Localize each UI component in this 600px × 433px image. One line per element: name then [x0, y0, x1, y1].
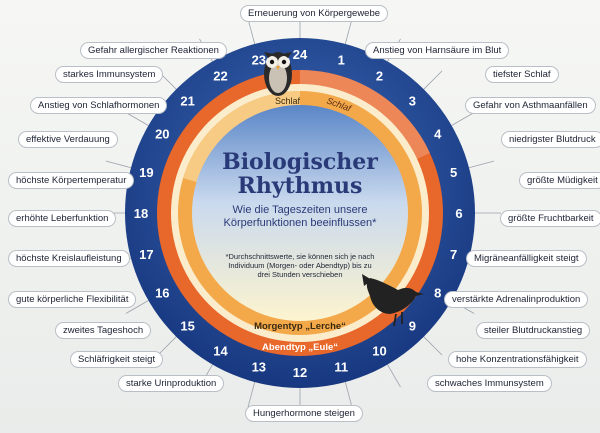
label-right-9: steiler Blutdruckanstieg	[476, 322, 591, 339]
center-disc	[192, 105, 408, 321]
label-left-10: starkes Immunsystem	[55, 66, 164, 83]
label-right-10: hohe Konzentrationsfähigkeit	[448, 351, 587, 368]
label-right-1: Anstieg von Harnsäure im Blut	[365, 42, 510, 59]
leader-line	[125, 300, 149, 314]
label-left-1: starke Urinproduktion	[118, 375, 225, 392]
leader-line	[125, 112, 149, 126]
hour-number-23: 23	[252, 52, 266, 67]
label-top: Erneuerung von Körpergewebe	[240, 5, 389, 22]
hour-number-8: 8	[434, 286, 441, 301]
label-right-5: größte Müdigkeit	[519, 172, 600, 189]
hour-number-12: 12	[293, 365, 307, 380]
leader-line	[247, 18, 256, 45]
hour-number-11: 11	[334, 360, 348, 375]
title-line-1: Biologischer	[222, 149, 378, 175]
label-right-11: schwaches Immunsystem	[427, 375, 552, 392]
hour-number-24: 24	[293, 47, 308, 62]
hour-number-22: 22	[213, 68, 227, 83]
label-bottom: Hungerhormone steigen	[245, 405, 363, 422]
hour-number-6: 6	[455, 206, 462, 221]
title-line-2: Rhythmus	[237, 173, 363, 199]
leader-line	[423, 70, 443, 90]
footnote: *Durchschnittswerte, sie können sich je …	[225, 252, 375, 279]
hour-number-20: 20	[155, 127, 169, 142]
leader-line	[387, 364, 401, 388]
leader-line	[247, 381, 256, 408]
hour-number-10: 10	[372, 344, 386, 359]
label-left-6: erhöhte Leberfunktion	[8, 210, 117, 227]
leader-line	[423, 336, 443, 356]
leader-line	[451, 112, 475, 126]
hour-number-9: 9	[409, 318, 416, 333]
evening-type-label: Abendtyp „Eule“	[262, 342, 338, 353]
hour-number-21: 21	[180, 94, 194, 109]
label-left-5: höchste Kreislaufleistung	[8, 250, 130, 267]
hour-number-14: 14	[213, 344, 228, 359]
label-right-2: tiefster Schlaf	[485, 66, 559, 83]
owl-icon	[264, 52, 292, 96]
hour-number-7: 7	[450, 247, 457, 262]
leader-line	[105, 160, 132, 169]
hour-number-16: 16	[155, 286, 169, 301]
label-right-8: verstärkte Adrenalinproduktion	[444, 291, 589, 308]
label-left-7: höchste Körpertemperatur	[8, 172, 135, 189]
lark-sleep-label: Schlaf	[275, 96, 301, 106]
bird-icon	[362, 274, 424, 327]
hour-number-19: 19	[139, 165, 153, 180]
label-left-4: gute körperliche Flexibilität	[8, 291, 137, 308]
hour-number-13: 13	[252, 360, 266, 375]
label-left-11: Gefahr allergischer Reaktionen	[80, 42, 227, 59]
label-left-9: Anstieg von Schlafhormonen	[30, 97, 168, 114]
morning-type-label: Morgentyp „Lerche“	[254, 321, 346, 332]
hour-number-2: 2	[376, 68, 383, 83]
subtitle: Wie die Tageszeiten unsere Körperfunktio…	[223, 204, 377, 229]
hour-number-5: 5	[450, 165, 457, 180]
hour-number-3: 3	[409, 94, 416, 109]
leader-line	[468, 160, 495, 169]
hour-number-1: 1	[338, 52, 345, 67]
label-right-4: niedrigster Blutdruck	[501, 131, 600, 148]
hour-number-4: 4	[434, 127, 442, 142]
label-left-8: effektive Verdauung	[18, 131, 118, 148]
leader-line	[344, 18, 353, 45]
leader-line	[344, 381, 353, 408]
label-right-3: Gefahr von Asthmaanfällen	[465, 97, 596, 114]
label-left-2: Schläfrigkeit steigt	[70, 351, 164, 368]
hour-number-18: 18	[134, 206, 148, 221]
hour-number-15: 15	[180, 318, 194, 333]
label-right-6: größte Fruchtbarkeit	[500, 210, 600, 227]
label-right-7: Migräneanfälligkeit steigt	[466, 250, 587, 267]
label-left-3: zweites Tageshoch	[55, 322, 152, 339]
leader-line	[157, 336, 177, 356]
hour-number-17: 17	[139, 247, 153, 262]
